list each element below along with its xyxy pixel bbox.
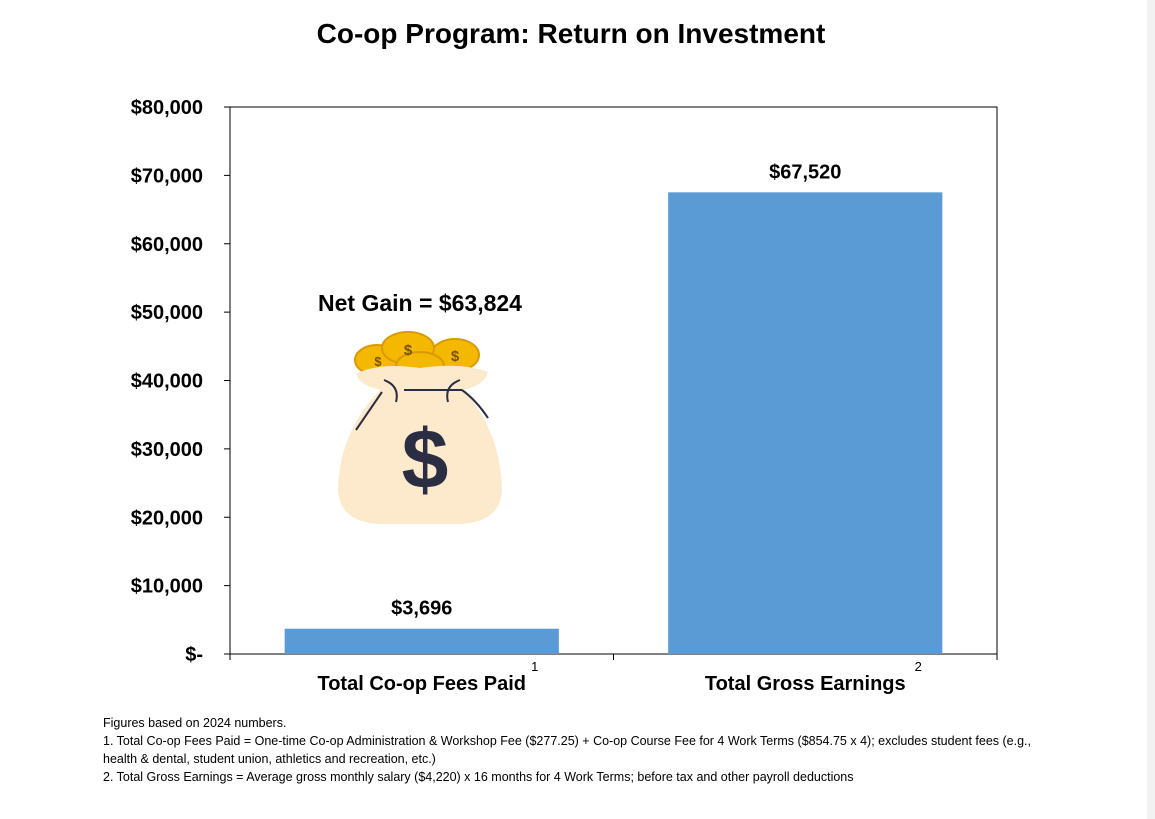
x-axis: Total Co-op Fees Paid 1 Total Gross Earnin… [229,654,998,695]
svg-text:$: $ [451,348,460,365]
chart-title: Co-op Program: Return on Investment [317,18,826,49]
money-bag-icon: $ $ $ $ [338,331,502,524]
data-label: $3,696 [391,598,452,620]
footnote-1: 1. Total Co-op Fees Paid = One-time Co-o… [103,734,1032,766]
bar [284,628,559,654]
x-category-label: Total Gross Earnings [705,673,906,695]
y-tick-label: $40,000 [131,371,203,393]
footnote-2: 2. Total Gross Earnings = Average gross … [103,770,854,784]
y-tick-label: $70,000 [131,165,203,187]
page-edge-strip [1147,0,1155,819]
x-category-footnote-marker: 1 [531,659,538,674]
y-tick-label: $10,000 [131,576,203,598]
y-tick-label: $60,000 [131,234,203,256]
bar [668,192,943,654]
x-category-label: Total Co-op Fees Paid [317,673,526,695]
y-tick-label: $80,000 [131,97,203,119]
y-tick-label: $50,000 [131,302,203,324]
y-tick-label: $30,000 [131,439,203,461]
footnote-basis: Figures based on 2024 numbers. [103,716,287,730]
bars: $3,696 $67,520 [284,161,943,654]
footnotes: Figures based on 2024 numbers. 1. Total … [103,714,1063,786]
dollar-sign-icon: $ [402,412,449,506]
svg-text:$: $ [374,354,382,369]
net-gain-annotation: Net Gain = $63,824 [318,290,522,316]
y-tick-label: $- [185,644,203,666]
svg-text:$: $ [404,342,413,359]
y-tick-label: $20,000 [131,507,203,529]
data-label: $67,520 [769,161,841,183]
y-axis: $- $10,000 $20,000 $30,000 $40,000 $50,000 $60… [131,97,230,666]
x-category-footnote-marker: 2 [915,659,922,674]
